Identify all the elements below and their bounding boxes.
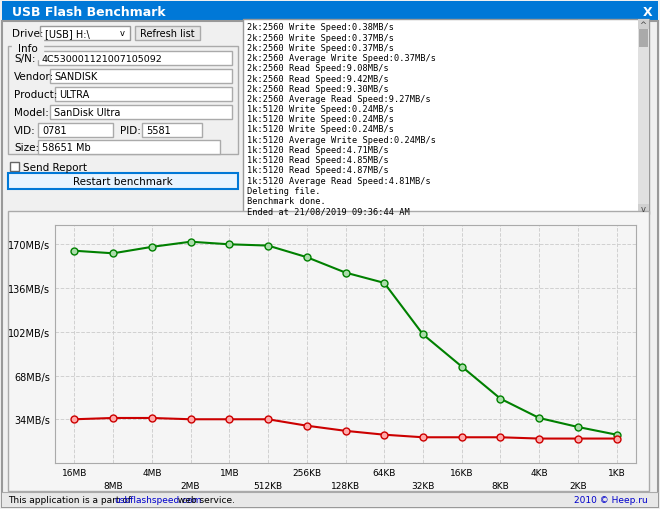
Bar (50, 106, 232, 120)
Text: ULTRA: ULTRA (59, 90, 89, 100)
Text: 0781: 0781 (42, 126, 67, 136)
Text: 1k:5120 Write Speed:0.24MB/s: 1k:5120 Write Speed:0.24MB/s (247, 105, 394, 114)
Text: 2k:2560 Read Speed:9.08MB/s: 2k:2560 Read Speed:9.08MB/s (247, 64, 389, 73)
Text: 58651 Mb: 58651 Mb (42, 143, 91, 153)
Bar (38, 52, 232, 66)
Text: Refresh list: Refresh list (140, 29, 194, 39)
Text: usbflashspeed.com: usbflashspeed.com (114, 496, 202, 504)
Text: Deleting file.: Deleting file. (247, 186, 321, 195)
Text: Size:: Size: (14, 143, 39, 153)
Text: 2k:2560 Read Speed:9.30MB/s: 2k:2560 Read Speed:9.30MB/s (247, 84, 389, 94)
Text: PID:: PID: (120, 126, 141, 136)
Text: [USB] H:\: [USB] H:\ (45, 29, 90, 39)
Text: 2k:2560 Write Speed:0.38MB/s: 2k:2560 Write Speed:0.38MB/s (247, 23, 394, 33)
Text: 2k:2560 Write Speed:0.37MB/s: 2k:2560 Write Speed:0.37MB/s (247, 34, 394, 43)
Text: Drive:: Drive: (12, 29, 44, 39)
Text: Benchmark done.: Benchmark done. (247, 196, 326, 206)
Text: VID:: VID: (14, 126, 36, 136)
Text: Restart benchmark: Restart benchmark (73, 177, 173, 187)
Bar (10, 163, 19, 172)
Bar (8, 47, 238, 155)
Text: USB Flash Benchmark: USB Flash Benchmark (12, 6, 166, 18)
Text: v: v (119, 30, 125, 38)
Text: v: v (640, 205, 645, 214)
Text: 1k:5120 Write Speed:0.24MB/s: 1k:5120 Write Speed:0.24MB/s (247, 125, 394, 134)
Bar (243, 20, 649, 215)
Text: 1k:5120 Read Speed:4.87MB/s: 1k:5120 Read Speed:4.87MB/s (247, 166, 389, 175)
Text: 1k:5120 Read Speed:4.71MB/s: 1k:5120 Read Speed:4.71MB/s (247, 146, 389, 155)
Bar (8, 174, 238, 190)
Bar (638, 20, 649, 30)
Text: Send Report: Send Report (23, 163, 87, 173)
Text: 4C530001121007105092: 4C530001121007105092 (42, 54, 163, 64)
Text: 1k:5120 Read Speed:4.85MB/s: 1k:5120 Read Speed:4.85MB/s (247, 156, 389, 165)
Bar (638, 20, 649, 215)
Text: Model:: Model: (14, 108, 49, 118)
Bar (50, 70, 232, 84)
Text: X: X (644, 6, 653, 18)
Text: Ended at 21/08/2019 09:36:44 AM: Ended at 21/08/2019 09:36:44 AM (247, 207, 410, 216)
Text: 1k:5120 Write Speed:0.24MB/s: 1k:5120 Write Speed:0.24MB/s (247, 115, 394, 124)
Text: Product:: Product: (14, 90, 57, 100)
Text: ^: ^ (640, 20, 647, 30)
Bar (38, 140, 220, 155)
Bar (638, 205, 649, 215)
Text: Info: Info (18, 44, 38, 54)
Text: web service.: web service. (175, 496, 235, 504)
Text: SanDisk Ultra: SanDisk Ultra (54, 108, 120, 118)
Text: SANDISK: SANDISK (54, 72, 97, 82)
Text: 2k:2560 Write Speed:0.37MB/s: 2k:2560 Write Speed:0.37MB/s (247, 44, 394, 53)
Text: 5581: 5581 (146, 126, 171, 136)
Bar (2, 492, 658, 507)
Bar (142, 124, 202, 138)
Text: 1k:5120 Average Read Speed:4.81MB/s: 1k:5120 Average Read Speed:4.81MB/s (247, 176, 431, 185)
Bar (38, 124, 113, 138)
Bar (8, 212, 649, 491)
Bar (135, 27, 200, 41)
Text: S/N:: S/N: (14, 54, 36, 64)
Text: 1k:5120 Average Write Speed:0.24MB/s: 1k:5120 Average Write Speed:0.24MB/s (247, 135, 436, 145)
Bar (40, 27, 130, 41)
Bar (639, 30, 648, 48)
Bar (55, 88, 232, 102)
Bar (2, 2, 658, 22)
Text: 2k:2560 Average Write Speed:0.37MB/s: 2k:2560 Average Write Speed:0.37MB/s (247, 54, 436, 63)
Text: 2k:2560 Read Speed:9.42MB/s: 2k:2560 Read Speed:9.42MB/s (247, 74, 389, 83)
Text: Vendor:: Vendor: (14, 72, 54, 82)
Text: 2k:2560 Average Read Speed:9.27MB/s: 2k:2560 Average Read Speed:9.27MB/s (247, 95, 431, 104)
Text: 2010 © Heep.ru: 2010 © Heep.ru (574, 496, 648, 504)
Text: This application is a part of: This application is a part of (8, 496, 134, 504)
